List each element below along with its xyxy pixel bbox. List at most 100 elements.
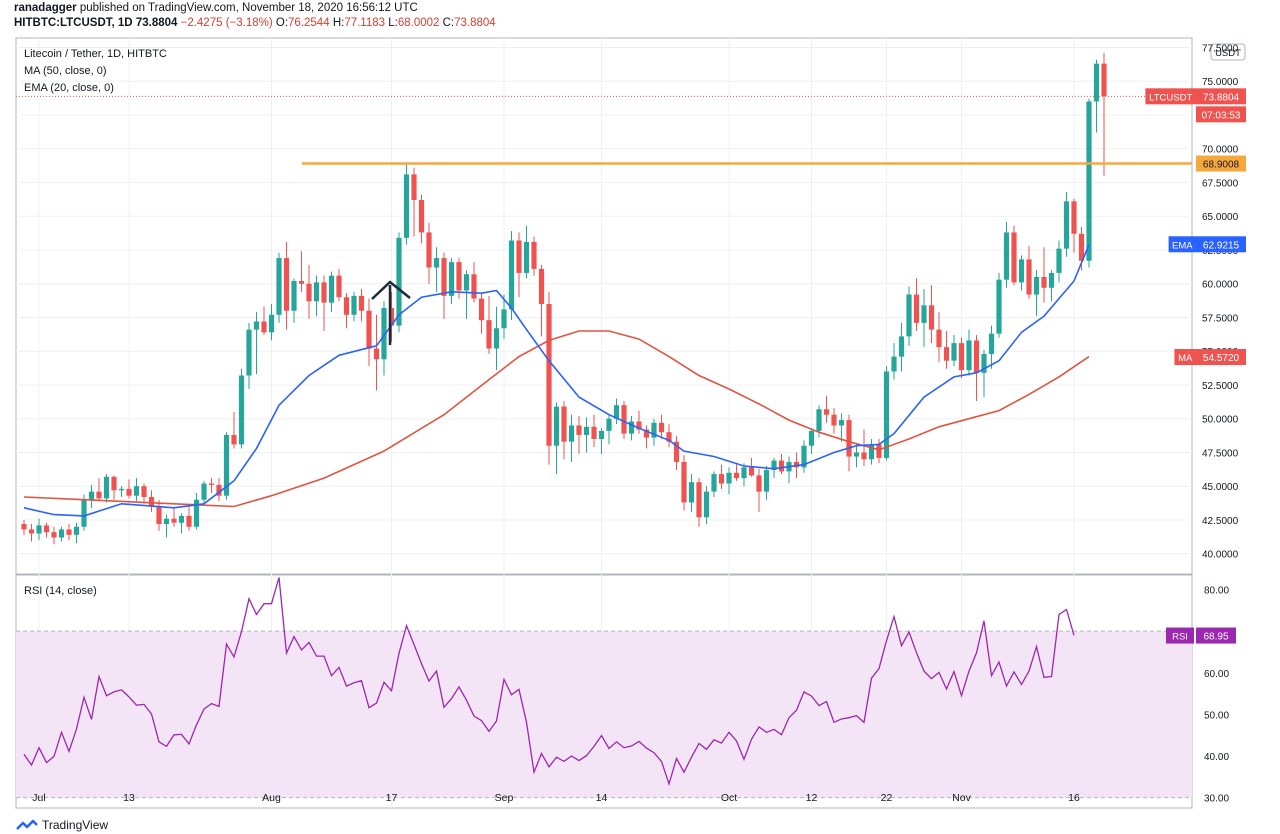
candle xyxy=(448,258,455,304)
high-label: H: xyxy=(332,17,345,29)
candle xyxy=(643,425,650,449)
chart-canvas[interactable]: Litecoin / Tether, 1D, HITBTC MA (50, cl… xyxy=(0,36,1280,816)
candle-body xyxy=(141,486,147,498)
candle xyxy=(493,306,500,371)
price-tick-label: 40.0000 xyxy=(1202,550,1239,561)
candle xyxy=(838,413,845,442)
candle-body xyxy=(1078,233,1085,261)
candle-body xyxy=(973,340,980,373)
price-axis[interactable]: 40.0000 42.5000 45.0000 47.5000 50.0000 52.50… xyxy=(1202,43,1239,560)
candle-body xyxy=(403,174,410,238)
candle-body xyxy=(703,491,710,518)
last-price: 73.8804 xyxy=(135,17,178,29)
time-axis[interactable]: Jul 13 Aug 17 Sep 14 Oct 12 22 Nov 16 xyxy=(32,792,1080,804)
candle xyxy=(531,236,537,276)
price-label-box xyxy=(1196,236,1246,253)
close-label: C: xyxy=(442,17,455,29)
candle-body xyxy=(561,406,567,442)
candle-body xyxy=(891,356,897,372)
candle xyxy=(658,414,665,439)
rsi-label-value: 68.95 xyxy=(1203,632,1228,643)
currency-badge[interactable]: USDT xyxy=(1210,43,1246,61)
candle-body xyxy=(486,320,492,349)
price-tick-label: 42.5000 xyxy=(1202,516,1239,527)
candle-body xyxy=(1003,232,1010,280)
time-tick-label: 16 xyxy=(1068,792,1080,804)
price-label-tag xyxy=(1174,349,1196,366)
candle-body xyxy=(538,268,545,304)
candle-body xyxy=(628,421,635,434)
candle xyxy=(688,474,695,512)
candle-body xyxy=(981,353,987,373)
candle-body xyxy=(238,375,245,445)
price-label-countdown: 07:03:53 xyxy=(1202,110,1241,121)
candle xyxy=(291,278,297,323)
candle-body xyxy=(148,497,155,507)
price-label-value: 68.9008 xyxy=(1203,160,1240,171)
candle-body xyxy=(1041,276,1047,288)
open-label: O: xyxy=(275,17,289,29)
candle-body xyxy=(876,444,882,458)
candle xyxy=(778,453,785,475)
candle xyxy=(163,514,170,538)
candle-body xyxy=(111,476,117,491)
candle-body xyxy=(756,475,762,492)
ohlc-line: HITBTC:LTCUSDT, 1D 73.8804 −2.4275 (−3.1… xyxy=(14,17,496,29)
chart-header: ranadagger published on TradingView.com,… xyxy=(0,0,1280,36)
candle-body xyxy=(906,294,912,337)
candle-body xyxy=(1033,276,1040,295)
candle-body xyxy=(283,258,290,311)
candle xyxy=(1003,221,1010,288)
footer-brand[interactable]: TradingView xyxy=(42,818,109,832)
candle-body xyxy=(186,515,192,527)
price-label-tag xyxy=(1168,236,1196,253)
candle-body xyxy=(508,240,515,310)
candle xyxy=(51,526,57,545)
candle xyxy=(216,478,222,502)
candle xyxy=(943,330,950,369)
candle-body xyxy=(898,336,905,357)
candle xyxy=(486,295,492,354)
candle-body xyxy=(81,499,87,527)
price-pane[interactable] xyxy=(15,37,1193,575)
candle xyxy=(1063,191,1070,257)
candle-body xyxy=(726,472,732,484)
candle xyxy=(508,231,515,321)
candle-body xyxy=(373,348,380,360)
candle-body xyxy=(643,429,650,438)
price-label-value: 54.5720 xyxy=(1203,353,1240,364)
candle-body xyxy=(261,321,267,333)
candle xyxy=(553,402,560,475)
candle-body xyxy=(546,303,552,446)
candle xyxy=(238,368,245,449)
candle-body xyxy=(861,452,867,460)
candle-body xyxy=(853,452,860,457)
candle xyxy=(208,478,215,493)
candle xyxy=(801,440,807,473)
rsi-levels xyxy=(16,630,1192,799)
candle-body xyxy=(778,460,785,472)
candle-body xyxy=(996,279,1002,334)
candle-body xyxy=(636,421,642,430)
candle xyxy=(21,519,27,535)
time-tick-label: Sep xyxy=(495,792,514,804)
candle-body xyxy=(666,432,672,442)
candle xyxy=(606,414,612,445)
candle xyxy=(253,312,260,375)
price-label-name: EMA xyxy=(1172,240,1193,251)
candle-body xyxy=(216,484,222,496)
candle-body xyxy=(298,281,305,284)
candle-body xyxy=(613,405,620,419)
rsi-line xyxy=(23,577,1075,787)
candle xyxy=(373,314,380,391)
candle xyxy=(756,468,762,512)
candle xyxy=(1101,52,1107,176)
candle xyxy=(861,429,867,466)
candle-body xyxy=(928,305,935,330)
candle-body xyxy=(553,406,560,446)
candle xyxy=(928,285,935,344)
author-name[interactable]: ranadagger xyxy=(14,2,77,14)
candle xyxy=(186,506,192,531)
candle xyxy=(171,507,177,527)
